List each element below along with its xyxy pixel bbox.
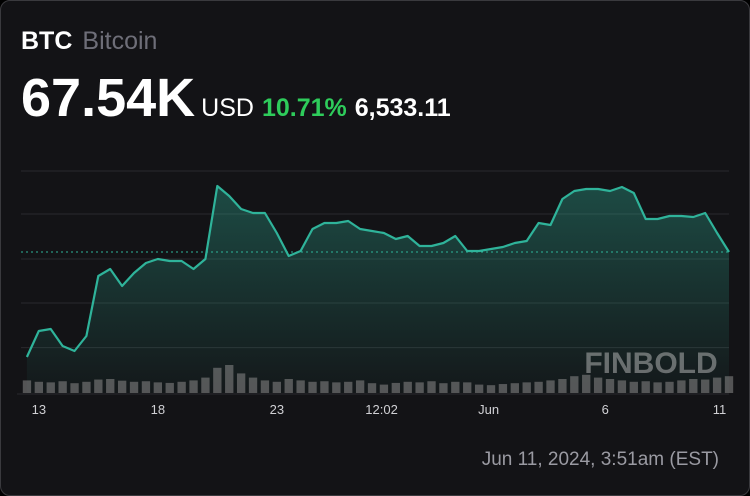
volume-bar [332,382,341,393]
volume-bar [558,379,567,393]
volume-bar [46,382,55,393]
volume-bar [22,380,32,393]
volume-bar [34,381,44,393]
volume-bar [415,382,424,393]
volume-bar [236,373,246,393]
x-tick-label: 6 [602,402,609,417]
volume-bar [582,374,591,393]
volume-bar [510,383,519,393]
volume-bar [605,379,615,393]
volume-bar [225,365,234,393]
volume-bar [189,380,198,393]
volume-bar [522,382,531,393]
volume-bar [689,379,698,393]
volume-bar [534,381,543,393]
price-line [25,184,730,358]
header-symbol: BTC Bitcoin [21,27,157,56]
x-tick-label: 12:02 [365,402,398,417]
volume-bar [665,381,674,393]
volume-bar [106,379,115,393]
volume-bar [701,379,710,393]
volume-bar [486,385,496,393]
volume-bar [712,377,722,393]
currency: USD [201,94,254,122]
volume-bar [129,381,139,393]
volume-bar [117,380,127,393]
volume-bar [177,381,186,393]
volume-bar [58,381,67,393]
volume-bar [70,383,79,393]
price: 67.54K [21,68,196,128]
volume-bar [474,384,484,393]
volume-bar [367,383,377,393]
x-tick-label: 11 [713,402,727,417]
volume-bar [201,377,210,393]
x-tick-label: 18 [151,402,165,417]
volume-bar [451,381,460,393]
symbol: BTC [21,27,73,55]
x-tick-label: 13 [32,402,46,417]
volume-bar [546,380,555,393]
volume-bar [570,376,579,393]
volume-bar [379,384,389,393]
area-fill [26,186,729,393]
volume-bar [463,382,472,393]
volume-bar [593,377,603,393]
header-price: 67.54K USD 10.71% 6,533.11 [21,67,451,129]
volume-bar [403,381,412,393]
volume-bar [213,367,222,393]
volume-bar [498,384,508,393]
volume-bar [724,376,734,393]
volume-bar [391,382,400,393]
volume-bar [439,383,448,393]
volume-bar [141,381,151,393]
volume-bar [82,381,91,393]
volume-bar [248,377,258,393]
volume-bar [641,381,650,393]
volume-bar [344,381,353,393]
volume-bar [320,381,329,393]
volume-bar [308,381,317,393]
volume-bar [260,380,270,393]
volume-bar [153,382,163,393]
watermark: FINBOLD [584,347,717,380]
asset-name: Bitcoin [82,27,158,55]
change-value: 6,533.11 [354,94,451,122]
x-tick-label: Jun [478,402,499,417]
volume-bar [677,380,686,393]
volume-bar [617,380,627,393]
x-tick-label: 23 [270,402,284,417]
volume-bar [653,382,662,393]
volume-bar [296,380,305,393]
change-percent: 10.71% [261,94,347,122]
volume-bar [94,379,103,393]
volume-bar [355,380,365,393]
volume-bar [629,381,638,393]
volume-bar [165,382,174,393]
timestamp: Jun 11, 2024, 3:51am (EST) [481,449,719,470]
volume-bar [272,381,281,393]
volume-bar [284,379,293,393]
volume-bar [427,381,436,393]
